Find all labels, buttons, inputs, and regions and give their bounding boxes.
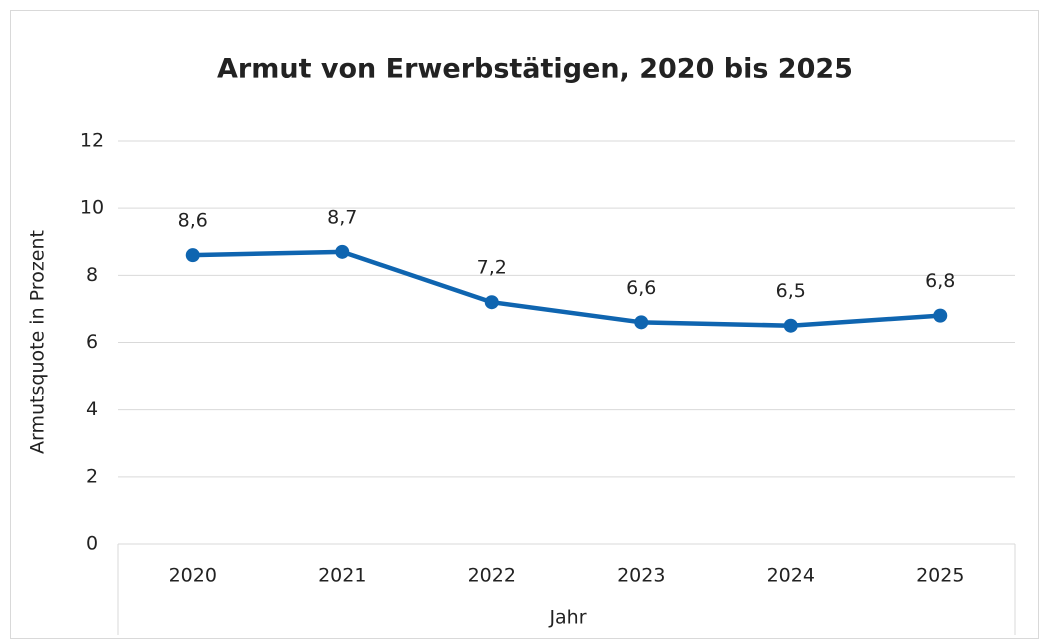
point <box>484 295 499 310</box>
chart-title: Armut von Erwerbstätigen, 2020 bis 2025 <box>217 54 853 85</box>
x-tick-label: 2024 <box>767 565 815 587</box>
data-label: 6,6 <box>626 277 656 299</box>
x-tick-label: 2025 <box>916 565 964 587</box>
data-label: 8,7 <box>327 206 357 228</box>
y-tick-label: 2 <box>86 465 98 487</box>
x-tick-label: 2023 <box>617 565 665 587</box>
y-tick-label: 0 <box>86 533 98 555</box>
x-tick-label: 2020 <box>169 565 217 587</box>
data-label: 6,8 <box>925 270 955 292</box>
line <box>192 249 941 328</box>
data-label: 8,6 <box>178 210 208 232</box>
point <box>783 318 798 333</box>
x-tick-label: 2022 <box>468 565 516 587</box>
x-tick-label: 2021 <box>318 565 366 587</box>
y-tick-label: 10 <box>80 197 104 219</box>
y-tick-label: 12 <box>80 130 104 152</box>
point <box>185 248 200 263</box>
y-tick-label: 4 <box>86 398 98 420</box>
data-label: 6,5 <box>776 280 806 302</box>
chart-border <box>10 10 1039 639</box>
y-tick-label: 8 <box>86 264 98 286</box>
data-label: 7,2 <box>477 257 507 279</box>
y-axis-label: Armutsquote in Prozent <box>27 230 49 454</box>
y-tick-label: 6 <box>86 331 98 353</box>
point <box>933 308 948 323</box>
point <box>335 244 350 259</box>
point <box>634 315 649 330</box>
x-axis-label: Jahr <box>548 607 586 629</box>
